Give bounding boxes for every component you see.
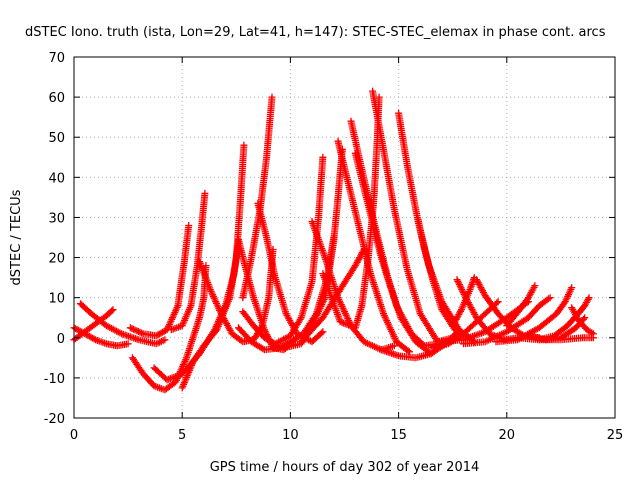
x-tick-label: 15 [390, 428, 407, 443]
y-tick-label: 10 [48, 292, 65, 307]
series-markers [460, 294, 554, 348]
x-tick-label: 20 [499, 428, 516, 443]
chart-title: dSTEC Iono. truth (ista, Lon=29, Lat=41,… [25, 25, 606, 40]
series-markers [503, 282, 539, 330]
series-36 [568, 304, 597, 338]
y-tick-label: 0 [57, 332, 65, 347]
series-25 [414, 215, 474, 342]
series-markers [395, 109, 478, 346]
series-37 [514, 334, 597, 344]
data-points [70, 87, 597, 394]
series-markers [77, 300, 169, 348]
series-3 [77, 300, 169, 348]
series-23 [297, 246, 368, 346]
series-21 [369, 87, 457, 346]
y-tick-label: 30 [48, 211, 65, 226]
series-20 [351, 149, 442, 350]
series-markers [126, 222, 193, 340]
series-22 [395, 109, 478, 346]
series-markers [254, 199, 327, 346]
series-33 [503, 282, 539, 330]
x-tick-label: 0 [70, 428, 78, 443]
series-markers [568, 304, 597, 338]
series-4 [126, 222, 193, 340]
y-tick-label: 40 [48, 171, 65, 186]
series-12 [254, 199, 327, 346]
y-axis-title: dSTEC / TECUs [9, 189, 24, 285]
series-13 [239, 153, 327, 348]
y-tick-label: 60 [48, 91, 65, 106]
series-markers [514, 334, 597, 344]
x-tick-label: 25 [607, 428, 624, 443]
series-31 [460, 294, 554, 348]
series-markers [449, 274, 478, 330]
x-tick-label: 10 [282, 428, 299, 443]
series-markers [351, 149, 442, 350]
plot-frame [73, 56, 616, 419]
y-tick-label: 70 [48, 51, 65, 66]
y-tick-label: 20 [48, 252, 65, 267]
series-markers [128, 262, 210, 394]
series-5 [128, 262, 210, 394]
x-tick-label: 5 [178, 428, 186, 443]
series-8 [167, 189, 209, 334]
series-markers [239, 153, 327, 348]
series-28 [449, 274, 478, 330]
series-markers [167, 189, 209, 334]
series-markers [369, 87, 457, 346]
grid [74, 57, 615, 418]
y-tick-label: -10 [44, 372, 65, 387]
series-markers [414, 215, 474, 342]
y-tick-label: -20 [44, 412, 65, 427]
axis-ticks: 0 5 10 15 20 25 -20 -10 0 10 20 30 40 50 60 70 [44, 51, 624, 443]
y-tick-label: 50 [48, 131, 65, 146]
x-axis-title: GPS time / hours of day 302 of year 2014 [210, 460, 480, 475]
series-markers [297, 246, 368, 346]
